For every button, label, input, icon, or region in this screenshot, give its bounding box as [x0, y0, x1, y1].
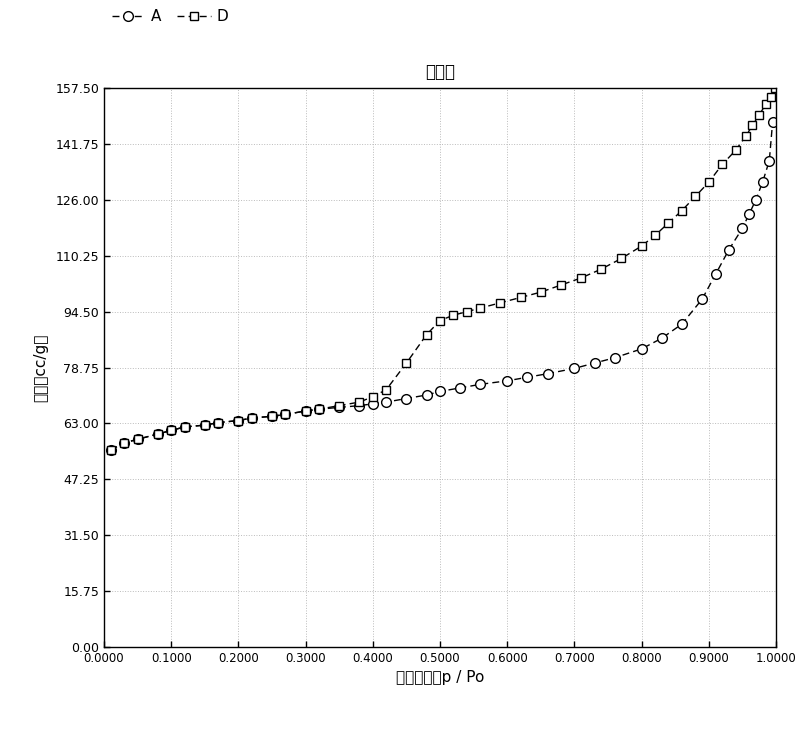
X-axis label: 相对压力，p / Po: 相对压力，p / Po: [396, 670, 484, 685]
Legend: A, D: A, D: [112, 10, 229, 24]
Y-axis label: 体积【cc/g】: 体积【cc/g】: [34, 333, 48, 402]
Title: 等温线: 等温线: [425, 63, 455, 81]
